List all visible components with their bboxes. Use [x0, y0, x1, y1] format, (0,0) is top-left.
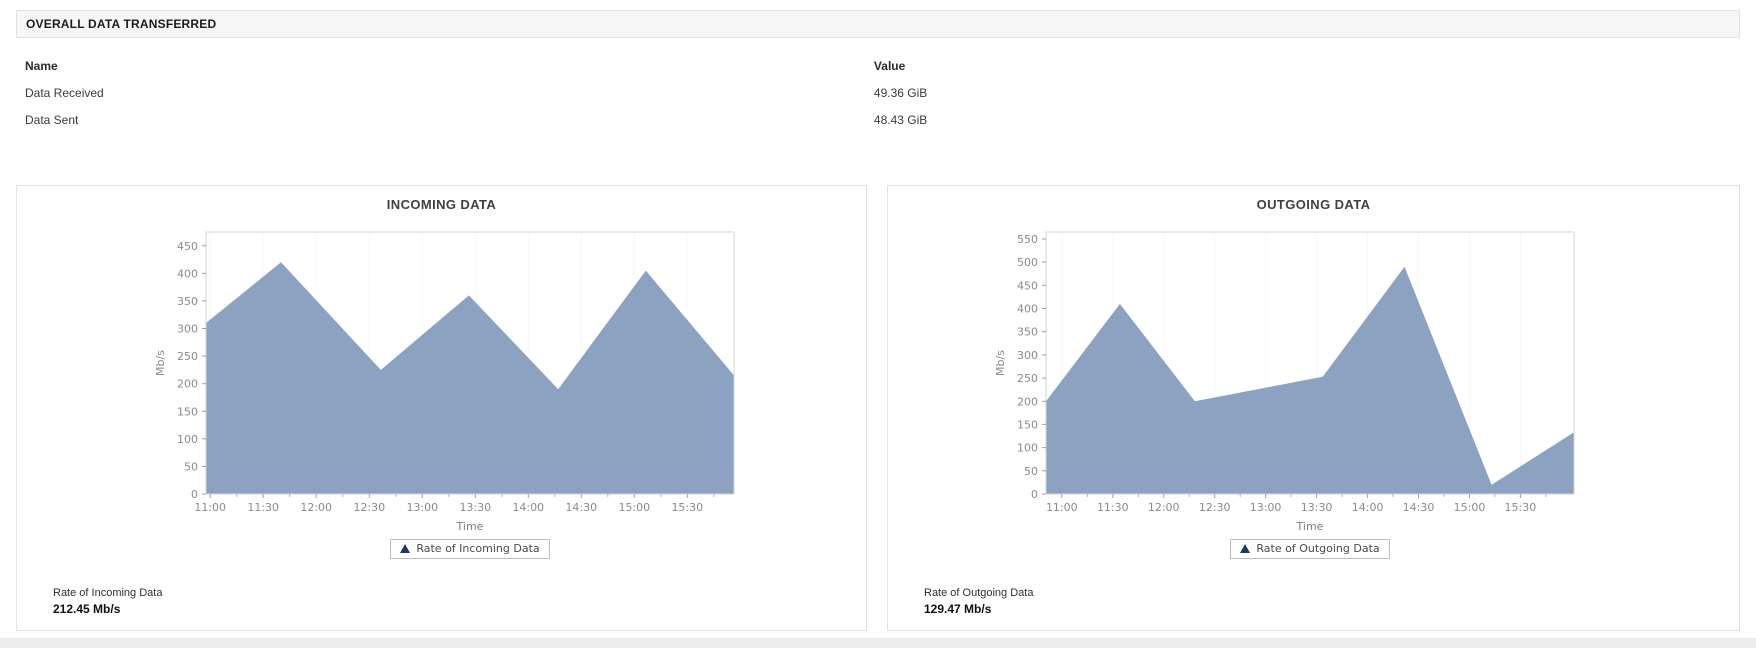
svg-text:12:30: 12:30	[353, 501, 385, 514]
svg-text:0: 0	[191, 488, 198, 501]
svg-text:14:30: 14:30	[1403, 501, 1435, 514]
outgoing-footer-label: Rate of Outgoing Data	[924, 587, 1034, 599]
outgoing-legend-label: Rate of Outgoing Data	[1256, 542, 1380, 555]
svg-text:12:00: 12:00	[1148, 501, 1180, 514]
svg-text:11:00: 11:00	[1046, 501, 1078, 514]
dashboard-page: OVERALL DATA TRANSFERRED Name Value Data…	[16, 10, 1740, 631]
table-row: Data Received 49.36 GiB	[25, 79, 1740, 106]
svg-text:100: 100	[1017, 442, 1038, 455]
svg-text:15:00: 15:00	[1454, 501, 1486, 514]
svg-text:Mb/s: Mb/s	[994, 350, 1007, 376]
overall-section-title: OVERALL DATA TRANSFERRED	[26, 17, 217, 31]
svg-text:500: 500	[1017, 256, 1038, 269]
incoming-area-chart[interactable]: 0 50 100 150 200 250 300 350 400 450 11:00 11:30 12:…	[146, 224, 746, 520]
svg-text:400: 400	[177, 267, 198, 280]
svg-text:400: 400	[1017, 303, 1038, 316]
charts-row: INCOMING DATA 0 50 100 150 200 250 300 350 400 45…	[16, 185, 1740, 631]
incoming-xaxis-label: Time	[456, 520, 484, 533]
area-series-icon	[1240, 544, 1251, 553]
outgoing-data-card: OUTGOING DATA 0 50 100 150 200 250 300 350 400 45…	[887, 185, 1740, 631]
svg-text:150: 150	[177, 405, 198, 418]
svg-text:11:30: 11:30	[247, 501, 279, 514]
svg-text:14:00: 14:00	[512, 501, 544, 514]
incoming-legend[interactable]: Rate of Incoming Data	[390, 539, 550, 559]
svg-text:100: 100	[177, 433, 198, 446]
svg-text:12:00: 12:00	[300, 501, 332, 514]
svg-text:13:30: 13:30	[459, 501, 491, 514]
outgoing-legend[interactable]: Rate of Outgoing Data	[1230, 539, 1390, 559]
incoming-chart-title: INCOMING DATA	[386, 197, 497, 212]
svg-text:15:30: 15:30	[671, 501, 703, 514]
row-name: Data Received	[25, 85, 104, 100]
incoming-current-value: Rate of Incoming Data 212.45 Mb/s	[17, 587, 866, 630]
overall-table: Name Value Data Received 49.36 GiB Data …	[25, 52, 1740, 133]
svg-text:15:30: 15:30	[1505, 501, 1537, 514]
svg-text:13:00: 13:00	[406, 501, 438, 514]
table-header-row: Name Value	[25, 52, 1740, 79]
outgoing-footer-value: 129.47 Mb/s	[924, 602, 992, 616]
svg-text:350: 350	[1017, 326, 1038, 339]
svg-text:150: 150	[1017, 418, 1038, 431]
outgoing-current-value: Rate of Outgoing Data 129.47 Mb/s	[888, 587, 1739, 630]
column-header-name: Name	[25, 58, 58, 73]
outgoing-chart-title: OUTGOING DATA	[1256, 197, 1371, 212]
svg-text:300: 300	[177, 323, 198, 336]
overall-data-card: OVERALL DATA TRANSFERRED Name Value Data…	[16, 10, 1740, 133]
column-header-value: Value	[873, 58, 906, 73]
incoming-legend-label: Rate of Incoming Data	[416, 542, 540, 555]
svg-text:0: 0	[1031, 488, 1038, 501]
row-name: Data Sent	[25, 112, 79, 127]
svg-text:200: 200	[177, 378, 198, 391]
svg-text:15:00: 15:00	[618, 501, 650, 514]
outgoing-area-chart[interactable]: 0 50 100 150 200 250 300 350 400 450 500 550 11:00 11…	[986, 224, 1586, 520]
outgoing-xaxis-label: Time	[1296, 520, 1324, 533]
incoming-footer-label: Rate of Incoming Data	[53, 587, 163, 599]
incoming-data-card: INCOMING DATA 0 50 100 150 200 250 300 350 400 45…	[16, 185, 867, 631]
svg-text:14:30: 14:30	[565, 501, 597, 514]
svg-text:450: 450	[1017, 279, 1038, 292]
svg-text:250: 250	[177, 350, 198, 363]
overall-section-header: OVERALL DATA TRANSFERRED	[16, 10, 1740, 38]
svg-text:14:00: 14:00	[1352, 501, 1384, 514]
svg-text:450: 450	[177, 240, 198, 253]
svg-text:350: 350	[177, 295, 198, 308]
svg-text:200: 200	[1017, 395, 1038, 408]
svg-text:50: 50	[1024, 465, 1038, 478]
bottom-scroll-strip[interactable]	[0, 638, 1756, 648]
svg-text:50: 50	[184, 460, 198, 473]
svg-text:550: 550	[1017, 233, 1038, 246]
svg-text:300: 300	[1017, 349, 1038, 362]
svg-text:12:30: 12:30	[1199, 501, 1231, 514]
row-value: 48.43 GiB	[873, 112, 928, 127]
svg-text:11:00: 11:00	[194, 501, 226, 514]
table-row: Data Sent 48.43 GiB	[25, 106, 1740, 133]
svg-text:250: 250	[1017, 372, 1038, 385]
area-series-icon	[400, 544, 411, 553]
svg-text:13:30: 13:30	[1301, 501, 1333, 514]
svg-text:Mb/s: Mb/s	[154, 350, 167, 376]
svg-text:13:00: 13:00	[1250, 501, 1282, 514]
incoming-footer-value: 212.45 Mb/s	[53, 602, 121, 616]
svg-text:11:30: 11:30	[1097, 501, 1129, 514]
row-value: 49.36 GiB	[873, 85, 928, 100]
